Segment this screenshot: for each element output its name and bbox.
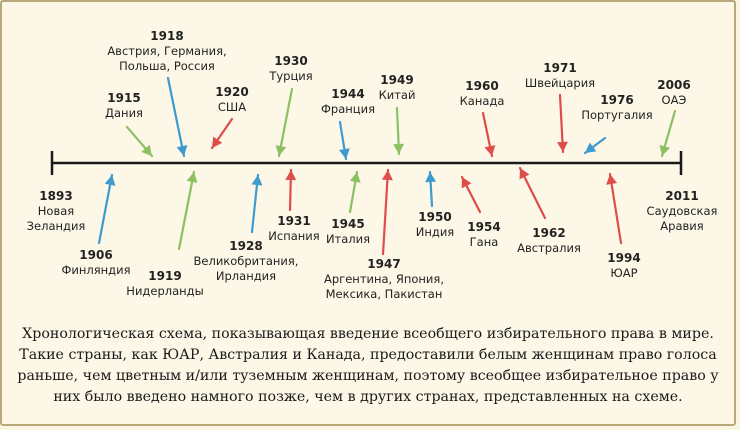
arrow-1944-head bbox=[338, 148, 350, 159]
arrow-1960-head bbox=[484, 145, 496, 156]
event-1962-label: Австралия bbox=[517, 241, 581, 255]
event-1945-label: Италия bbox=[326, 232, 370, 246]
arrow-1918-head bbox=[176, 145, 188, 156]
event-1994-year: 1994 bbox=[607, 251, 640, 265]
event-1960-year: 1960 bbox=[465, 79, 498, 93]
arrow-1906 bbox=[97, 173, 114, 245]
arrow-1971-head bbox=[556, 141, 568, 152]
arrow-1931-head bbox=[285, 170, 297, 181]
event-end-year: 2011 bbox=[665, 189, 698, 203]
arrow-1919 bbox=[177, 170, 196, 251]
arrow-1947-head bbox=[381, 170, 393, 181]
event-1918-year: 1918 bbox=[150, 29, 183, 43]
event-1944-year: 1944 bbox=[331, 87, 364, 101]
arrow-1928-head bbox=[251, 175, 263, 186]
event-end-label: Саудовская bbox=[647, 204, 718, 218]
arrow-1954-head bbox=[461, 177, 472, 189]
event-1947-label: Аргентина, Япония, bbox=[324, 272, 444, 286]
arrow-1915-head bbox=[141, 144, 152, 156]
arrow-1949-head bbox=[393, 143, 405, 154]
event-1915-year: 1915 bbox=[107, 91, 140, 105]
arrow-1919-head bbox=[186, 172, 198, 183]
arrow-1930-head bbox=[275, 145, 287, 156]
event-1962-year: 1962 bbox=[532, 226, 565, 240]
arrow-1920-head bbox=[212, 136, 223, 148]
event-1918-label: Австрия, Германия, bbox=[107, 44, 226, 58]
event-1949-label: Китай bbox=[379, 88, 416, 102]
event-1906-year: 1906 bbox=[79, 248, 112, 262]
arrow-1906-head bbox=[104, 175, 116, 186]
event-1947-label: Мексика, Пакистан bbox=[326, 287, 443, 301]
event-1930-label: Турция bbox=[268, 69, 312, 83]
event-start-year: 1893 bbox=[39, 189, 72, 203]
event-1931-label: Испания bbox=[268, 229, 319, 243]
arrow-1950-head bbox=[425, 172, 437, 183]
arrow-1945-head bbox=[349, 172, 361, 183]
event-1971-year: 1971 bbox=[543, 61, 576, 75]
arrow-2006-head bbox=[659, 144, 671, 156]
event-2006-year: 2006 bbox=[657, 78, 690, 92]
arrow-1962-head bbox=[519, 168, 530, 180]
event-1930-year: 1930 bbox=[274, 54, 307, 68]
event-1928-label: Ирландия bbox=[216, 269, 276, 283]
arrow-1994 bbox=[608, 172, 623, 245]
event-1954-year: 1954 bbox=[467, 220, 500, 234]
event-1928-label: Великобритания, bbox=[194, 254, 299, 268]
event-1949-year: 1949 bbox=[380, 73, 413, 87]
event-2006-label: ОАЭ bbox=[662, 93, 687, 107]
event-1947-year: 1947 bbox=[367, 257, 400, 271]
event-1976-year: 1976 bbox=[600, 93, 633, 107]
event-1928-year: 1928 bbox=[229, 239, 262, 253]
arrow-1918 bbox=[166, 76, 186, 158]
event-1950-year: 1950 bbox=[418, 210, 451, 224]
event-1960-label: Канада bbox=[460, 94, 505, 108]
event-end-label: Аравия bbox=[660, 219, 703, 233]
event-1906-label: Финляндия bbox=[61, 263, 130, 277]
event-1971-label: Швейцария bbox=[525, 76, 595, 90]
event-1976-label: Португалия bbox=[581, 108, 652, 122]
arrow-1947 bbox=[381, 168, 390, 256]
event-1931-year: 1931 bbox=[277, 214, 310, 228]
event-start-label: Новая bbox=[38, 204, 74, 218]
event-1945-year: 1945 bbox=[331, 217, 364, 231]
event-1950-label: Индия bbox=[416, 225, 454, 239]
event-1994-label: ЮАР bbox=[610, 266, 637, 280]
event-1920-year: 1920 bbox=[215, 85, 248, 99]
event-1918-label: Польша, Россия bbox=[119, 59, 215, 73]
event-1915-label: Дания bbox=[105, 106, 143, 120]
event-1944-label: Франция bbox=[321, 102, 375, 116]
event-1919-year: 1919 bbox=[148, 269, 181, 283]
event-1920-label: США bbox=[218, 100, 246, 114]
arrow-1994-head bbox=[606, 174, 618, 185]
figure-caption: Хронологическая схема, показывающая введ… bbox=[17, 326, 719, 405]
event-1954-label: Гана bbox=[470, 235, 499, 249]
arrow-1930 bbox=[277, 87, 294, 158]
arrow-1976-head bbox=[585, 142, 597, 153]
event-1919-label: Нидерланды bbox=[126, 284, 203, 298]
event-start-label: Зеландия bbox=[27, 219, 86, 233]
